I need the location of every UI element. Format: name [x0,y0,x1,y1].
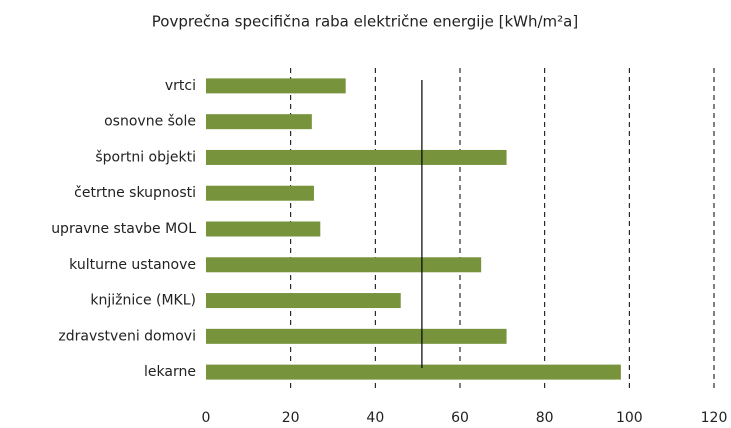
chart-title: Povprečna specifična raba električne ene… [152,13,578,31]
y-tick-label: vrtci [165,78,196,94]
x-tick-label: 100 [616,410,643,426]
bar [206,78,346,94]
bar [206,114,312,130]
y-tick-label: knjižnice (MKL) [90,293,196,309]
x-tick-label: 40 [366,410,384,426]
y-tick-label: športni objekti [95,149,196,165]
bar [206,221,321,237]
bar [206,364,621,380]
bar [206,328,507,344]
y-tick-label: upravne stavbe MOL [51,221,196,237]
x-tick-label: 0 [202,410,211,426]
y-tick-label: lekarne [144,364,196,380]
bar [206,149,507,165]
bar [206,257,482,273]
y-tick-label: četrtne skupnosti [74,185,196,201]
bar [206,185,314,201]
y-tick-label: kulturne ustanove [69,257,196,273]
y-tick-label: osnovne šole [104,114,196,130]
x-tick-label: 120 [701,410,728,426]
x-tick-label: 20 [282,410,300,426]
y-tick-label: zdravstveni domovi [58,328,196,344]
x-tick-label: 80 [536,410,554,426]
x-tick-label: 60 [451,410,469,426]
bar [206,293,401,309]
